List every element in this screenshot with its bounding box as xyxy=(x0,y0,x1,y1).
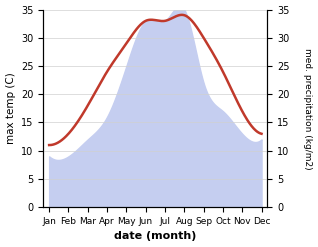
X-axis label: date (month): date (month) xyxy=(114,231,197,242)
Y-axis label: med. precipitation (kg/m2): med. precipitation (kg/m2) xyxy=(303,48,313,169)
Y-axis label: max temp (C): max temp (C) xyxy=(5,72,16,144)
